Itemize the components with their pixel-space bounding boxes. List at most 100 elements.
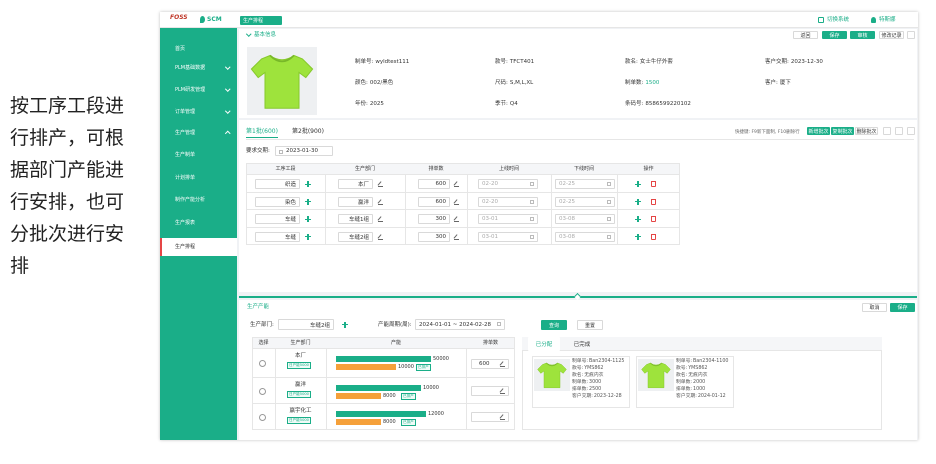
add-icon[interactable]	[305, 181, 311, 187]
add-dept-icon[interactable]	[342, 321, 348, 328]
dept-input[interactable]: 车缝2组	[338, 231, 373, 242]
date-input[interactable]: 02-20	[478, 196, 538, 207]
dept-value: 车缝2组	[349, 234, 369, 241]
add-row-icon[interactable]	[635, 216, 641, 222]
menu-item[interactable]: PLM基础数据	[175, 65, 206, 71]
search-button[interactable]: 重置	[577, 320, 603, 330]
header-button[interactable]: 修改记录	[879, 31, 904, 39]
edit-icon[interactable]	[454, 199, 459, 205]
qty-input[interactable]: 600	[418, 179, 450, 189]
edit-icon[interactable]	[454, 234, 459, 240]
toolbar-icon[interactable]	[883, 127, 891, 135]
nav-tab[interactable]: 生产排程	[240, 16, 282, 25]
menu-item[interactable]: 生产报表	[175, 220, 196, 226]
edit-icon[interactable]	[454, 216, 459, 222]
edit-icon[interactable]	[454, 181, 459, 187]
field-value: 1500	[645, 80, 660, 86]
dept-input[interactable]: 车缝1组	[338, 214, 373, 224]
date-input[interactable]: 03-01	[478, 214, 538, 224]
capacity-button[interactable]: 取消	[862, 303, 887, 312]
user-icon	[871, 17, 876, 23]
delete-icon[interactable]	[651, 233, 656, 240]
qty-input[interactable]: 300	[418, 214, 450, 224]
add-icon[interactable]	[305, 233, 311, 240]
process-input[interactable]: 织造	[255, 179, 300, 189]
header-button[interactable]: 返回	[793, 31, 818, 39]
qty-value: 600	[435, 181, 447, 187]
field-label: 尺码:	[495, 80, 508, 86]
qty-input[interactable]	[471, 412, 509, 422]
qty-input[interactable]: 300	[418, 231, 450, 242]
delete-icon[interactable]	[651, 216, 656, 222]
card-field: 款号:YMS862	[572, 366, 604, 372]
header-button[interactable]: 保存	[822, 31, 847, 39]
add-icon[interactable]	[305, 198, 311, 205]
settings-button[interactable]	[907, 31, 915, 39]
batch-button[interactable]: 复制批次	[831, 127, 854, 135]
select-radio[interactable]	[259, 360, 266, 367]
menu-item[interactable]: 制作产能分析	[175, 197, 206, 203]
total-bar	[336, 385, 421, 391]
dept-input[interactable]: 赢洋	[338, 196, 373, 207]
cell-divider	[275, 404, 276, 430]
switch-system[interactable]: 切换系统	[827, 17, 850, 23]
date-input[interactable]: 02-20	[478, 179, 538, 189]
add-icon[interactable]	[305, 216, 311, 222]
date-input[interactable]: 03-08	[555, 231, 615, 242]
cell-divider	[467, 227, 468, 245]
batch-tab[interactable]: 第1批(600)	[246, 128, 278, 138]
batch-button[interactable]: 删除批次	[855, 127, 878, 135]
edit-icon[interactable]	[378, 234, 383, 240]
date-input[interactable]: 03-08	[555, 214, 615, 224]
add-row-icon[interactable]	[635, 181, 641, 187]
qty-input[interactable]	[471, 386, 509, 396]
allocation-tab[interactable]: 已分配	[528, 337, 560, 351]
delete-icon[interactable]	[651, 198, 656, 205]
edit-icon[interactable]	[378, 216, 383, 222]
capacity-button[interactable]: 保存	[890, 303, 915, 312]
order-card	[636, 356, 734, 408]
menu-item[interactable]: PLM研发管理	[175, 87, 206, 93]
edit-icon[interactable]	[500, 414, 505, 420]
field-value: 女士牛仔外套	[639, 59, 673, 65]
edit-icon[interactable]	[500, 361, 505, 367]
dept-input[interactable]: 本厂	[338, 179, 373, 189]
date-input[interactable]: 02-25	[555, 196, 615, 207]
date-input[interactable]: 02-25	[555, 179, 615, 189]
user-name[interactable]: 特斯娜	[879, 17, 896, 23]
menu-item[interactable]: 首页	[175, 46, 186, 52]
edit-icon[interactable]	[500, 388, 505, 394]
select-radio[interactable]	[259, 413, 266, 421]
qty-input[interactable]: 600	[418, 196, 450, 207]
process-input[interactable]: 染色	[255, 196, 300, 207]
menu-item[interactable]: 生产排程	[175, 244, 196, 250]
process-input[interactable]: 车缝	[255, 231, 300, 242]
allocation-tab[interactable]: 已完成	[573, 342, 591, 348]
add-row-icon[interactable]	[635, 198, 641, 205]
menu-item[interactable]: 订单管理	[175, 109, 196, 115]
toolbar-icon[interactable]	[895, 127, 903, 135]
date-input[interactable]: 03-01	[478, 231, 538, 242]
card-field: 款名:无痕内衣	[572, 373, 603, 379]
delete-icon[interactable]	[651, 181, 656, 187]
menu-item[interactable]: 计划排单	[175, 175, 196, 181]
due-input[interactable]: 2023-01-30	[275, 146, 333, 156]
header-button[interactable]: 审核	[850, 31, 875, 39]
qty-input[interactable]: 600	[471, 358, 509, 369]
add-row-icon[interactable]	[635, 233, 641, 240]
period-filter[interactable]: 2024-01-01 ~ 2024-02-28	[415, 319, 505, 330]
edit-icon[interactable]	[378, 181, 383, 187]
process-input[interactable]: 车缝	[255, 214, 300, 224]
menu-item[interactable]: 生产制单	[175, 152, 196, 158]
menu-item[interactable]: 生产管理	[175, 130, 196, 136]
capacity-row	[252, 404, 515, 430]
select-radio[interactable]	[259, 387, 266, 395]
edit-icon[interactable]	[378, 199, 383, 205]
table-row	[246, 210, 680, 228]
batch-tab[interactable]: 第2批(900)	[292, 128, 324, 135]
search-button[interactable]: 查询	[541, 320, 567, 330]
tab-divider	[246, 139, 914, 140]
batch-button[interactable]: 新增批次	[807, 127, 830, 135]
dept-filter[interactable]: 车缝2组	[278, 319, 334, 330]
toolbar-icon[interactable]	[907, 127, 915, 135]
